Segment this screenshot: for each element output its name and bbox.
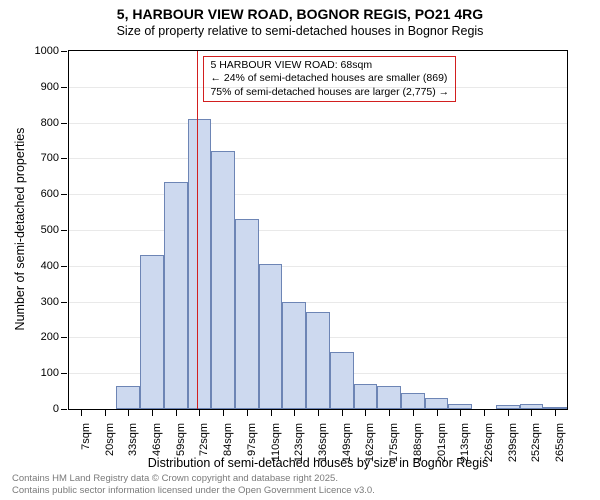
footer-line-1: Contains HM Land Registry data © Crown c… (12, 473, 375, 484)
x-tick (413, 410, 414, 416)
y-tick-label: 500 (41, 224, 59, 236)
y-axis-label: Number of semi-detached properties (13, 128, 27, 331)
x-tick-label: 72sqm (198, 423, 210, 456)
histogram-bar (520, 404, 544, 409)
x-tick (484, 410, 485, 416)
chart-container: 5, HARBOUR VIEW ROAD, BOGNOR REGIS, PO21… (0, 0, 600, 500)
x-tick-label: 59sqm (175, 423, 187, 456)
reference-line (197, 51, 198, 409)
histogram-bar (164, 182, 188, 409)
x-tick (105, 410, 106, 416)
x-tick (152, 410, 153, 416)
x-tick (223, 410, 224, 416)
x-tick (389, 410, 390, 416)
histogram-bar (188, 119, 212, 409)
histogram-bar (211, 151, 235, 409)
x-tick (531, 410, 532, 416)
histogram-bar (116, 386, 140, 409)
histogram-bar (448, 404, 472, 409)
y-tick-label: 200 (41, 331, 59, 343)
y-tick (61, 158, 67, 159)
histogram-bar (354, 384, 378, 409)
y-tick (61, 51, 67, 52)
x-tick-label: 46sqm (151, 423, 163, 456)
y-tick (61, 409, 67, 410)
y-tick-label: 1000 (35, 45, 59, 57)
histogram-bar (140, 255, 164, 409)
x-tick (247, 410, 248, 416)
chart-title: 5, HARBOUR VIEW ROAD, BOGNOR REGIS, PO21… (0, 0, 600, 22)
gridline (69, 194, 567, 195)
x-tick (555, 410, 556, 416)
y-tick (61, 373, 67, 374)
x-tick (199, 410, 200, 416)
histogram-bar (235, 219, 259, 409)
x-tick (318, 410, 319, 416)
x-tick-label: 97sqm (246, 423, 258, 456)
plot-area: 010020030040050060070080090010007sqm20sq… (68, 50, 568, 410)
x-tick (294, 410, 295, 416)
x-tick (128, 410, 129, 416)
x-tick (460, 410, 461, 416)
y-tick-label: 900 (41, 81, 59, 93)
histogram-bar (282, 302, 306, 409)
histogram-bar (496, 405, 520, 409)
footer-line-2: Contains public sector information licen… (12, 485, 375, 496)
annotation-line: 75% of semi-detached houses are larger (… (210, 86, 449, 99)
footer-attribution: Contains HM Land Registry data © Crown c… (12, 473, 375, 496)
x-tick (508, 410, 509, 416)
x-tick (365, 410, 366, 416)
histogram-bar (306, 312, 330, 409)
y-tick-label: 0 (53, 403, 59, 415)
y-tick (61, 266, 67, 267)
histogram-bar (330, 352, 354, 409)
y-tick (61, 230, 67, 231)
histogram-bar (401, 393, 425, 409)
y-tick-label: 300 (41, 296, 59, 308)
x-tick (176, 410, 177, 416)
y-tick-label: 400 (41, 260, 59, 272)
y-tick (61, 337, 67, 338)
y-tick (61, 87, 67, 88)
y-tick-label: 800 (41, 117, 59, 129)
y-tick-label: 700 (41, 152, 59, 164)
x-tick (437, 410, 438, 416)
x-tick-label: 84sqm (222, 423, 234, 456)
x-tick (271, 410, 272, 416)
histogram-bar (377, 386, 401, 409)
annotation-box: 5 HARBOUR VIEW ROAD: 68sqm← 24% of semi-… (203, 56, 456, 101)
y-tick (61, 123, 67, 124)
gridline (69, 123, 567, 124)
x-tick (81, 410, 82, 416)
histogram-bar (259, 264, 283, 409)
histogram-bar (425, 398, 449, 409)
y-tick (61, 302, 67, 303)
x-tick (342, 410, 343, 416)
y-tick-label: 600 (41, 188, 59, 200)
histogram-bar (543, 407, 567, 409)
gridline (69, 158, 567, 159)
x-axis-label: Distribution of semi-detached houses by … (68, 456, 568, 470)
x-tick-label: 33sqm (127, 423, 139, 456)
annotation-line: 5 HARBOUR VIEW ROAD: 68sqm (210, 59, 449, 72)
x-tick-label: 7sqm (80, 423, 92, 450)
gridline (69, 230, 567, 231)
y-tick (61, 194, 67, 195)
annotation-line: ← 24% of semi-detached houses are smalle… (210, 72, 449, 85)
y-tick-label: 100 (41, 367, 59, 379)
x-tick-label: 20sqm (104, 423, 116, 456)
chart-subtitle: Size of property relative to semi-detach… (0, 22, 600, 38)
